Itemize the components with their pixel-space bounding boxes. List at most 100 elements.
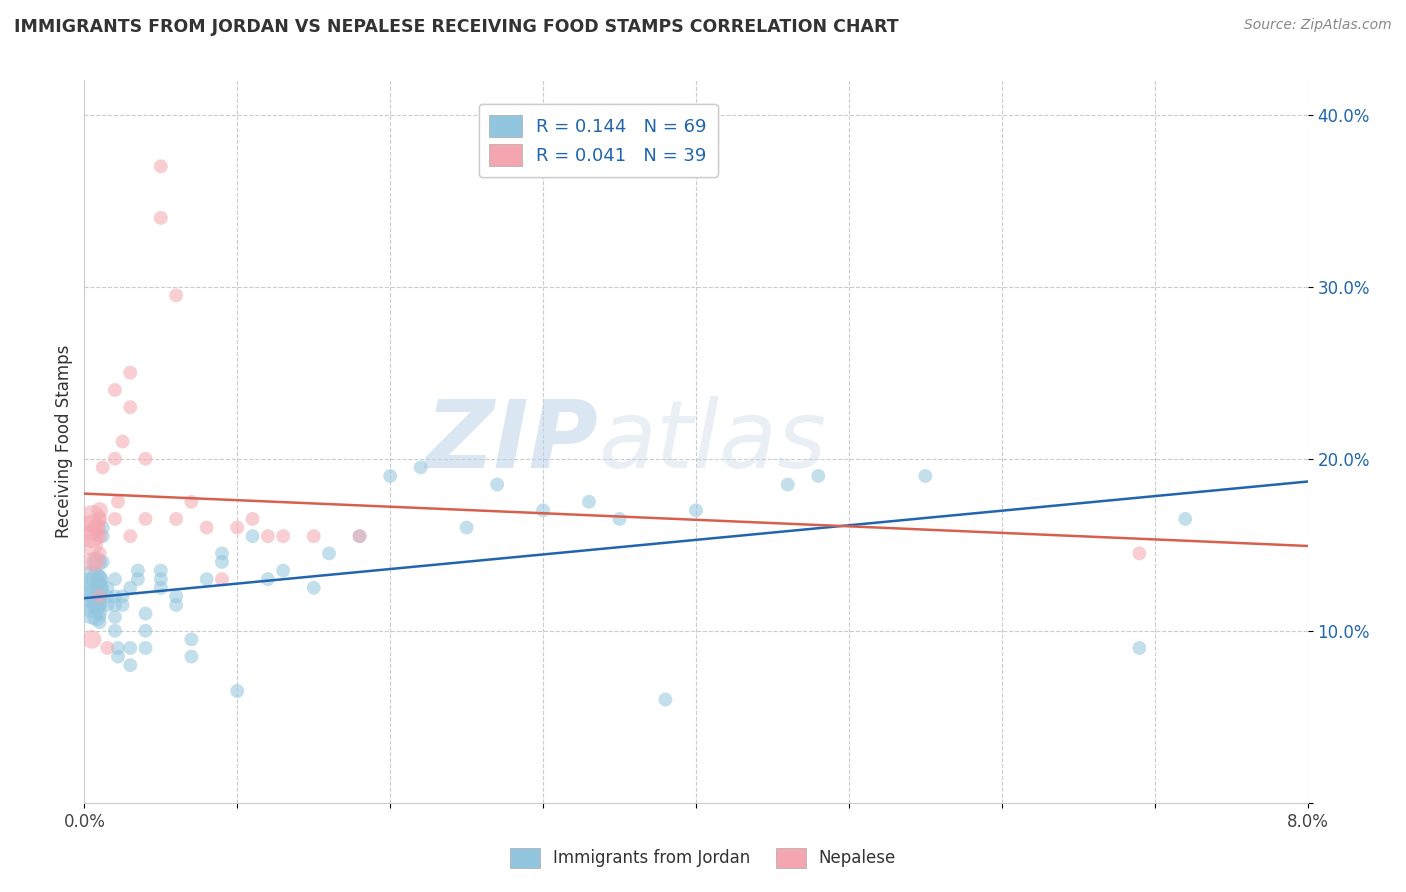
Point — [120, 366, 142, 380]
Point — [685, 503, 707, 517]
Point — [180, 632, 202, 647]
Point — [180, 649, 202, 664]
Point — [226, 684, 249, 698]
Point — [89, 598, 111, 612]
Point — [195, 520, 218, 534]
Point — [120, 529, 142, 543]
Point — [91, 520, 114, 534]
Point — [96, 581, 118, 595]
Point — [226, 520, 249, 534]
Point — [211, 555, 233, 569]
Point — [127, 564, 149, 578]
Text: IMMIGRANTS FROM JORDAN VS NEPALESE RECEIVING FOOD STAMPS CORRELATION CHART: IMMIGRANTS FROM JORDAN VS NEPALESE RECEI… — [14, 18, 898, 36]
Point — [120, 400, 142, 414]
Point — [104, 598, 127, 612]
Point — [654, 692, 676, 706]
Point — [271, 564, 294, 578]
Point — [456, 520, 478, 534]
Point — [86, 610, 108, 624]
Point — [807, 469, 830, 483]
Point — [80, 512, 103, 526]
Point — [149, 159, 172, 173]
Point — [80, 607, 103, 621]
Point — [104, 610, 127, 624]
Point — [120, 658, 142, 673]
Point — [89, 607, 111, 621]
Legend: R = 0.144   N = 69, R = 0.041   N = 39: R = 0.144 N = 69, R = 0.041 N = 39 — [478, 103, 717, 177]
Point — [104, 512, 127, 526]
Point — [89, 590, 111, 604]
Point — [89, 546, 111, 560]
Point — [1174, 512, 1197, 526]
Point — [349, 529, 371, 543]
Point — [80, 555, 103, 569]
Point — [89, 529, 111, 543]
Point — [96, 590, 118, 604]
Point — [1128, 640, 1150, 655]
Point — [80, 529, 103, 543]
Point — [86, 598, 108, 612]
Point — [165, 598, 187, 612]
Point — [80, 572, 103, 586]
Legend: Immigrants from Jordan, Nepalese: Immigrants from Jordan, Nepalese — [503, 841, 903, 875]
Point — [165, 288, 187, 302]
Point — [80, 538, 103, 552]
Point — [111, 598, 134, 612]
Point — [104, 451, 127, 466]
Point — [104, 572, 127, 586]
Point — [195, 572, 218, 586]
Point — [96, 640, 118, 655]
Point — [149, 572, 172, 586]
Point — [80, 632, 103, 647]
Point — [349, 529, 371, 543]
Point — [89, 581, 111, 595]
Point — [80, 590, 103, 604]
Point — [242, 512, 264, 526]
Point — [211, 546, 233, 560]
Point — [149, 564, 172, 578]
Point — [165, 590, 187, 604]
Point — [91, 460, 114, 475]
Point — [242, 529, 264, 543]
Point — [96, 598, 118, 612]
Text: Source: ZipAtlas.com: Source: ZipAtlas.com — [1244, 18, 1392, 32]
Point — [86, 572, 108, 586]
Point — [89, 590, 111, 604]
Point — [135, 640, 157, 655]
Point — [107, 640, 129, 655]
Point — [302, 581, 325, 595]
Point — [1128, 546, 1150, 560]
Point — [271, 529, 294, 543]
Point — [135, 451, 157, 466]
Point — [135, 624, 157, 638]
Point — [89, 572, 111, 586]
Point — [149, 581, 172, 595]
Point — [135, 607, 157, 621]
Point — [318, 546, 340, 560]
Point — [80, 598, 103, 612]
Point — [120, 581, 142, 595]
Point — [104, 383, 127, 397]
Point — [86, 520, 108, 534]
Point — [111, 590, 134, 604]
Point — [135, 512, 157, 526]
Point — [257, 529, 280, 543]
Point — [91, 529, 114, 543]
Point — [86, 555, 108, 569]
Point — [149, 211, 172, 225]
Point — [89, 615, 111, 630]
Point — [531, 503, 554, 517]
Point — [107, 649, 129, 664]
Point — [211, 572, 233, 586]
Point — [111, 434, 134, 449]
Point — [104, 590, 127, 604]
Point — [578, 494, 600, 508]
Point — [80, 581, 103, 595]
Point — [120, 640, 142, 655]
Text: atlas: atlas — [598, 396, 827, 487]
Point — [380, 469, 402, 483]
Point — [89, 503, 111, 517]
Point — [91, 555, 114, 569]
Point — [104, 624, 127, 638]
Point — [86, 555, 108, 569]
